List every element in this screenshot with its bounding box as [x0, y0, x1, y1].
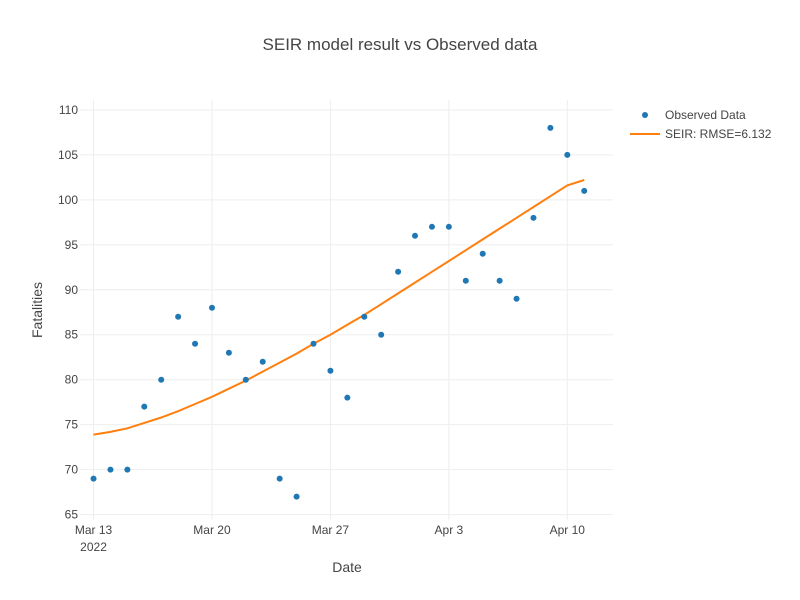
- observed-data-point[interactable]: [361, 313, 368, 320]
- observed-data-point[interactable]: [225, 349, 232, 356]
- observed-data-point[interactable]: [192, 340, 199, 347]
- observed-data-point[interactable]: [564, 151, 571, 158]
- observed-data-point[interactable]: [208, 304, 215, 311]
- grid-layer: [80, 100, 613, 520]
- observed-data-point[interactable]: [496, 277, 503, 284]
- observed-data-point[interactable]: [513, 295, 520, 302]
- x-tick-label: Mar 27: [312, 523, 350, 537]
- observed-data-point[interactable]: [530, 214, 537, 221]
- y-tick-label: 85: [65, 328, 79, 342]
- x-tick-label: Mar 13: [75, 523, 113, 537]
- observed-data-point[interactable]: [462, 277, 469, 284]
- legend-observed-marker: [642, 112, 648, 118]
- y-tick-label: 75: [65, 418, 79, 432]
- x-axis-label: Date: [332, 559, 362, 575]
- observed-data-point[interactable]: [428, 223, 435, 230]
- y-tick-label: 70: [65, 463, 79, 477]
- observed-data-point[interactable]: [107, 466, 114, 473]
- series-layer: [90, 124, 588, 500]
- x-tick-year-label: 2022: [80, 540, 107, 554]
- y-tick-label: 90: [65, 283, 79, 297]
- x-tick-label: Apr 3: [435, 523, 464, 537]
- observed-data-point[interactable]: [259, 358, 266, 365]
- observed-data-point[interactable]: [344, 394, 351, 401]
- x-tick-label: Apr 10: [550, 523, 586, 537]
- legend[interactable]: Observed Data SEIR: RMSE=6.132: [630, 108, 772, 141]
- observed-data-point[interactable]: [395, 268, 402, 275]
- observed-data-point[interactable]: [90, 475, 97, 482]
- y-tick-label: 105: [58, 148, 78, 162]
- observed-data-point[interactable]: [581, 187, 588, 194]
- observed-data-point[interactable]: [276, 475, 283, 482]
- y-tick-label: 65: [65, 508, 79, 522]
- observed-data-point[interactable]: [141, 403, 148, 410]
- x-tick-label: Mar 20: [193, 523, 231, 537]
- observed-data-point[interactable]: [158, 376, 165, 383]
- chart-title: SEIR model result vs Observed data: [263, 35, 539, 54]
- observed-data-point[interactable]: [445, 223, 452, 230]
- observed-data-point[interactable]: [175, 313, 182, 320]
- observed-data-point[interactable]: [124, 466, 131, 473]
- y-tick-label: 110: [59, 103, 78, 117]
- y-tick-label: 80: [65, 373, 79, 387]
- observed-data-point[interactable]: [412, 232, 419, 239]
- observed-data-point[interactable]: [310, 340, 317, 347]
- observed-data-point[interactable]: [547, 124, 554, 131]
- y-tick-label: 100: [58, 193, 78, 207]
- observed-data-point[interactable]: [242, 376, 249, 383]
- legend-item-label[interactable]: SEIR: RMSE=6.132: [665, 127, 772, 141]
- seir-model-line[interactable]: [93, 179, 585, 436]
- x-axis-ticks: Mar 13 2022 Mar 20 Mar 27 Apr 3 Apr 10: [75, 523, 585, 554]
- y-axis-label: Fatalities: [29, 282, 45, 338]
- observed-data-point[interactable]: [327, 367, 334, 374]
- observed-data-point[interactable]: [479, 250, 486, 257]
- y-tick-label: 95: [65, 238, 79, 252]
- observed-data-point[interactable]: [378, 331, 385, 338]
- observed-data-point[interactable]: [293, 493, 300, 500]
- y-axis-ticks: 65 70 75 80 85 90 95 100 105 110: [58, 103, 78, 522]
- legend-item-label[interactable]: Observed Data: [665, 108, 746, 122]
